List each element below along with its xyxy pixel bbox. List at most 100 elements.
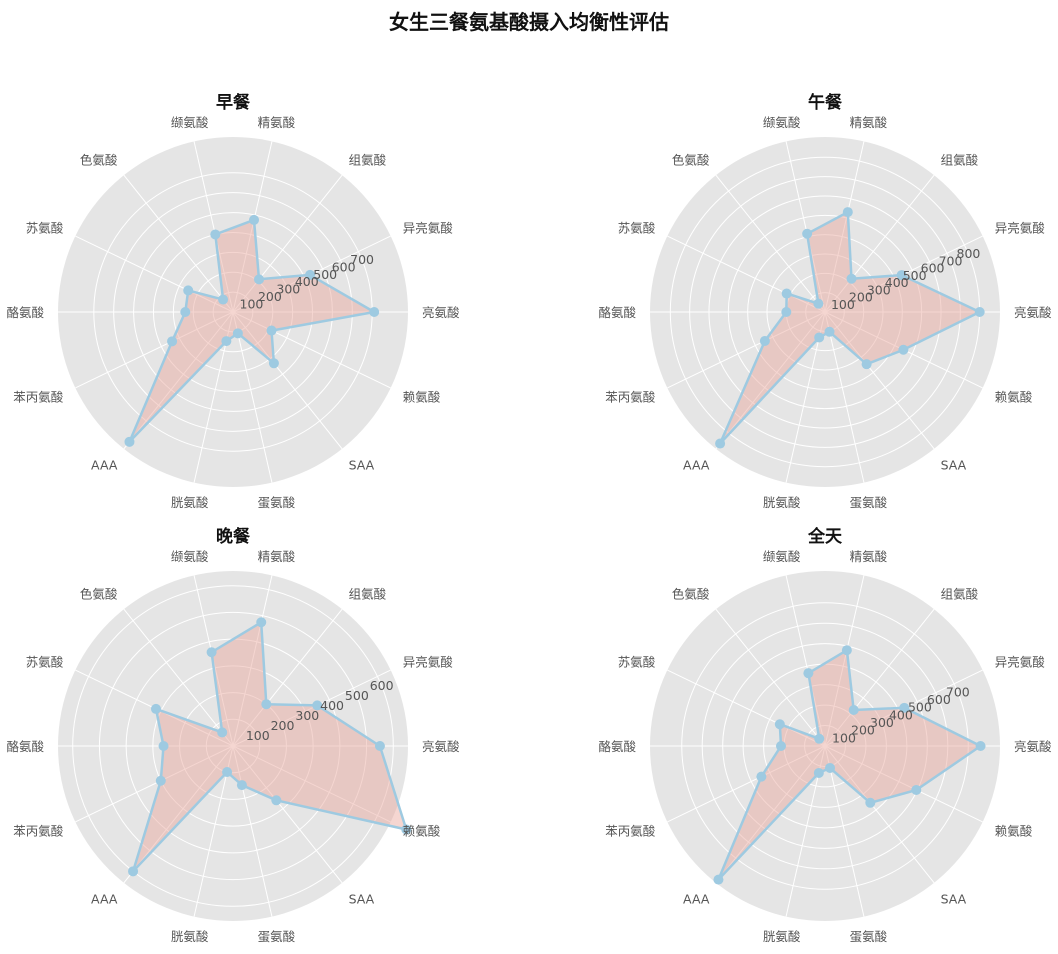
data-point (813, 298, 824, 309)
axis-label: 酪氨酸 (6, 305, 44, 320)
grid-spoke (123, 311, 234, 450)
data-point (305, 269, 316, 280)
data-point (899, 702, 910, 713)
tick-label: 400 (295, 274, 319, 289)
data-point (256, 617, 267, 628)
tick-label: 600 (370, 678, 394, 693)
grid-spoke (824, 745, 935, 884)
data-point (774, 719, 785, 730)
data-point (266, 325, 277, 336)
data-point (814, 733, 825, 744)
panel-title: 全天 (807, 526, 843, 547)
data-point (158, 741, 169, 751)
grid-spoke (75, 745, 234, 823)
grid-spoke (232, 141, 273, 313)
data-point (814, 332, 825, 343)
axis-label: 色氨酸 (672, 587, 710, 602)
tick-label: 200 (849, 290, 873, 305)
data-point (218, 294, 229, 305)
data-point (268, 358, 279, 369)
axis-label: 精氨酸 (850, 115, 888, 130)
data-point (715, 438, 726, 449)
grid-spoke (123, 608, 234, 747)
tick-label: 100 (240, 297, 264, 312)
grid-spoke (785, 141, 826, 313)
grid-spoke (232, 608, 343, 747)
data-point (232, 328, 243, 339)
data-point (312, 700, 323, 711)
data-point (261, 699, 272, 710)
axis-label: 苯丙氨酸 (605, 390, 656, 405)
axis-label: 苏氨酸 (26, 654, 64, 669)
data-point (150, 703, 161, 714)
grid-spoke (232, 669, 391, 747)
tick-label: 200 (851, 723, 875, 738)
grid-spoke (232, 745, 273, 917)
data-point (249, 214, 260, 225)
tick-label: 500 (908, 700, 932, 715)
axis-label: SAA (349, 457, 375, 472)
tick-label: 300 (867, 282, 891, 297)
axis-label: 苯丙氨酸 (13, 824, 64, 839)
axis-label: 蛋氨酸 (258, 495, 296, 510)
axis-label: 胱氨酸 (171, 929, 209, 944)
series-area (720, 212, 980, 444)
data-point (803, 668, 814, 679)
axis-label: 色氨酸 (80, 587, 118, 602)
axis-label: 蛋氨酸 (850, 495, 888, 510)
tick-label: 400 (320, 698, 344, 713)
grid-spoke (193, 141, 234, 313)
axis-label: 组氨酸 (941, 153, 979, 168)
axis-label: 酪氨酸 (598, 739, 636, 754)
data-point (775, 741, 786, 751)
grid-spoke (667, 235, 826, 313)
grid-spoke (75, 235, 234, 313)
axis-label: 蛋氨酸 (258, 929, 296, 944)
data-point (824, 326, 835, 337)
axis-label: SAA (941, 457, 967, 472)
grid-spoke (715, 608, 826, 747)
axis-label: 赖氨酸 (403, 390, 441, 405)
axis-label: 色氨酸 (672, 153, 710, 168)
axis-label: SAA (349, 891, 375, 906)
axis-label: 组氨酸 (349, 153, 387, 168)
grid-spoke (667, 311, 826, 389)
grid-spoke (715, 174, 826, 313)
axis-label: 赖氨酸 (403, 824, 441, 839)
axis-label: 异亮氨酸 (403, 654, 454, 669)
axis-label: 精氨酸 (850, 549, 888, 564)
axis-label: 亮氨酸 (1014, 739, 1052, 754)
data-point (865, 797, 876, 808)
tick-label: 700 (939, 253, 963, 268)
axis-label: 精氨酸 (258, 549, 296, 564)
tick-label: 700 (350, 252, 374, 267)
grid-spoke (232, 311, 343, 450)
grid-spoke (232, 575, 273, 747)
series-area (133, 622, 407, 872)
grid-spoke (824, 745, 865, 917)
data-point (781, 307, 792, 317)
axis-label: AAA (91, 457, 118, 472)
data-point (861, 359, 872, 370)
data-point (813, 767, 824, 778)
tick-label: 600 (927, 692, 951, 707)
data-point (180, 307, 191, 317)
tick-label: 200 (258, 289, 282, 304)
data-point (896, 270, 907, 281)
axis-label: 胱氨酸 (763, 495, 801, 510)
tick-label: 300 (295, 708, 319, 723)
axis-label: 酪氨酸 (6, 739, 44, 754)
axis-label: 异亮氨酸 (403, 220, 454, 235)
data-point (756, 771, 767, 782)
data-point (183, 285, 194, 296)
axis-label: 胱氨酸 (171, 495, 209, 510)
panel-title: 晚餐 (216, 526, 251, 547)
grid-spoke (715, 311, 826, 450)
data-point (713, 874, 724, 885)
data-point (222, 767, 233, 778)
axis-label: 胱氨酸 (763, 929, 801, 944)
